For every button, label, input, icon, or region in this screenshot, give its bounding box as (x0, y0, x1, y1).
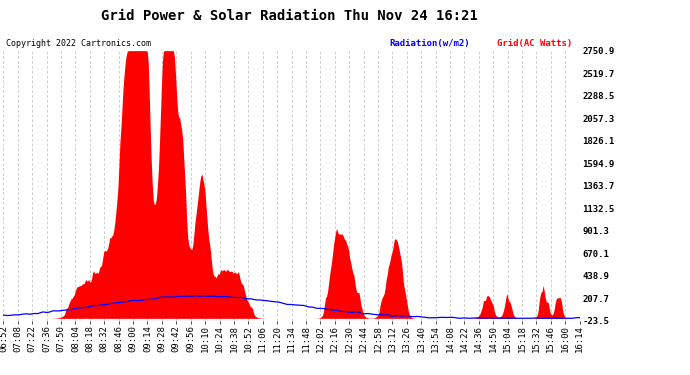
Text: Copyright 2022 Cartronics.com: Copyright 2022 Cartronics.com (6, 39, 150, 48)
Text: Radiation(w/m2): Radiation(w/m2) (390, 39, 471, 48)
Text: Grid Power & Solar Radiation Thu Nov 24 16:21: Grid Power & Solar Radiation Thu Nov 24 … (101, 9, 478, 23)
Text: Grid(AC Watts): Grid(AC Watts) (497, 39, 572, 48)
